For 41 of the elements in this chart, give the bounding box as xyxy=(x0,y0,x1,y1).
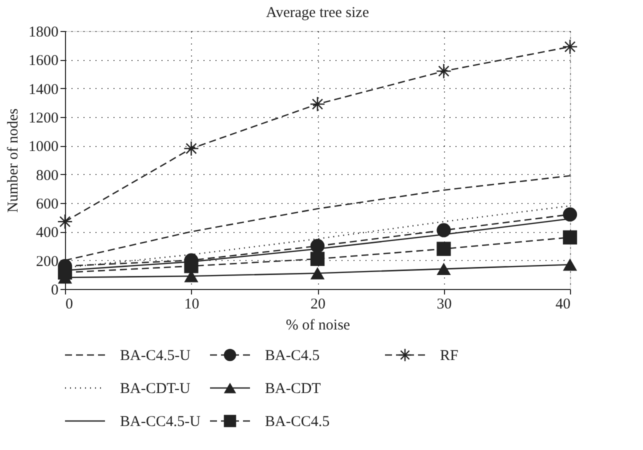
legend-label: BA-CDT-U xyxy=(120,381,190,397)
point xyxy=(436,262,451,276)
y-tick-label: 1200 xyxy=(28,110,58,126)
point xyxy=(310,267,325,280)
x-tick-label: 0 xyxy=(66,296,73,312)
x-tick-label: 40 xyxy=(556,296,570,312)
legend-label: BA-CDT xyxy=(265,381,321,397)
x-tick-label: 10 xyxy=(184,296,200,312)
point xyxy=(436,242,451,256)
point xyxy=(562,39,578,54)
point xyxy=(58,265,72,280)
legend-label: BA-C4.5-U xyxy=(120,348,191,364)
x-axis-title: % of noise xyxy=(286,318,350,334)
x-tick-label: 20 xyxy=(310,296,326,312)
legend-label: BA-CC4.5-U xyxy=(120,414,201,430)
y-tick-label: 1000 xyxy=(28,139,58,156)
point xyxy=(57,214,73,230)
point xyxy=(184,140,199,156)
point xyxy=(562,230,578,244)
y-tick-label: 800 xyxy=(36,168,58,184)
legend-label: RF xyxy=(440,348,458,364)
point xyxy=(436,223,451,238)
y-tick-label: 1400 xyxy=(28,82,58,98)
y-tick-label: 1600 xyxy=(28,53,58,70)
y-tick-label: 0 xyxy=(51,282,58,298)
legend-label: BA-C4.5 xyxy=(265,348,320,364)
point xyxy=(184,258,198,274)
point xyxy=(436,63,452,79)
y-tick-label: 600 xyxy=(36,196,58,212)
y-axis-title: Number of nodes xyxy=(6,108,22,213)
point xyxy=(310,96,326,112)
x-tick-label: 30 xyxy=(436,296,452,312)
point xyxy=(562,207,578,222)
chart-title: Average tree size xyxy=(266,5,370,21)
y-tick-label: 1800 xyxy=(28,24,58,40)
point xyxy=(310,252,325,266)
y-tick-label: 400 xyxy=(36,225,58,242)
point xyxy=(562,258,578,271)
legend-label: BA-CC4.5 xyxy=(265,414,330,430)
y-tick-label: 200 xyxy=(36,254,58,270)
point xyxy=(310,238,325,254)
